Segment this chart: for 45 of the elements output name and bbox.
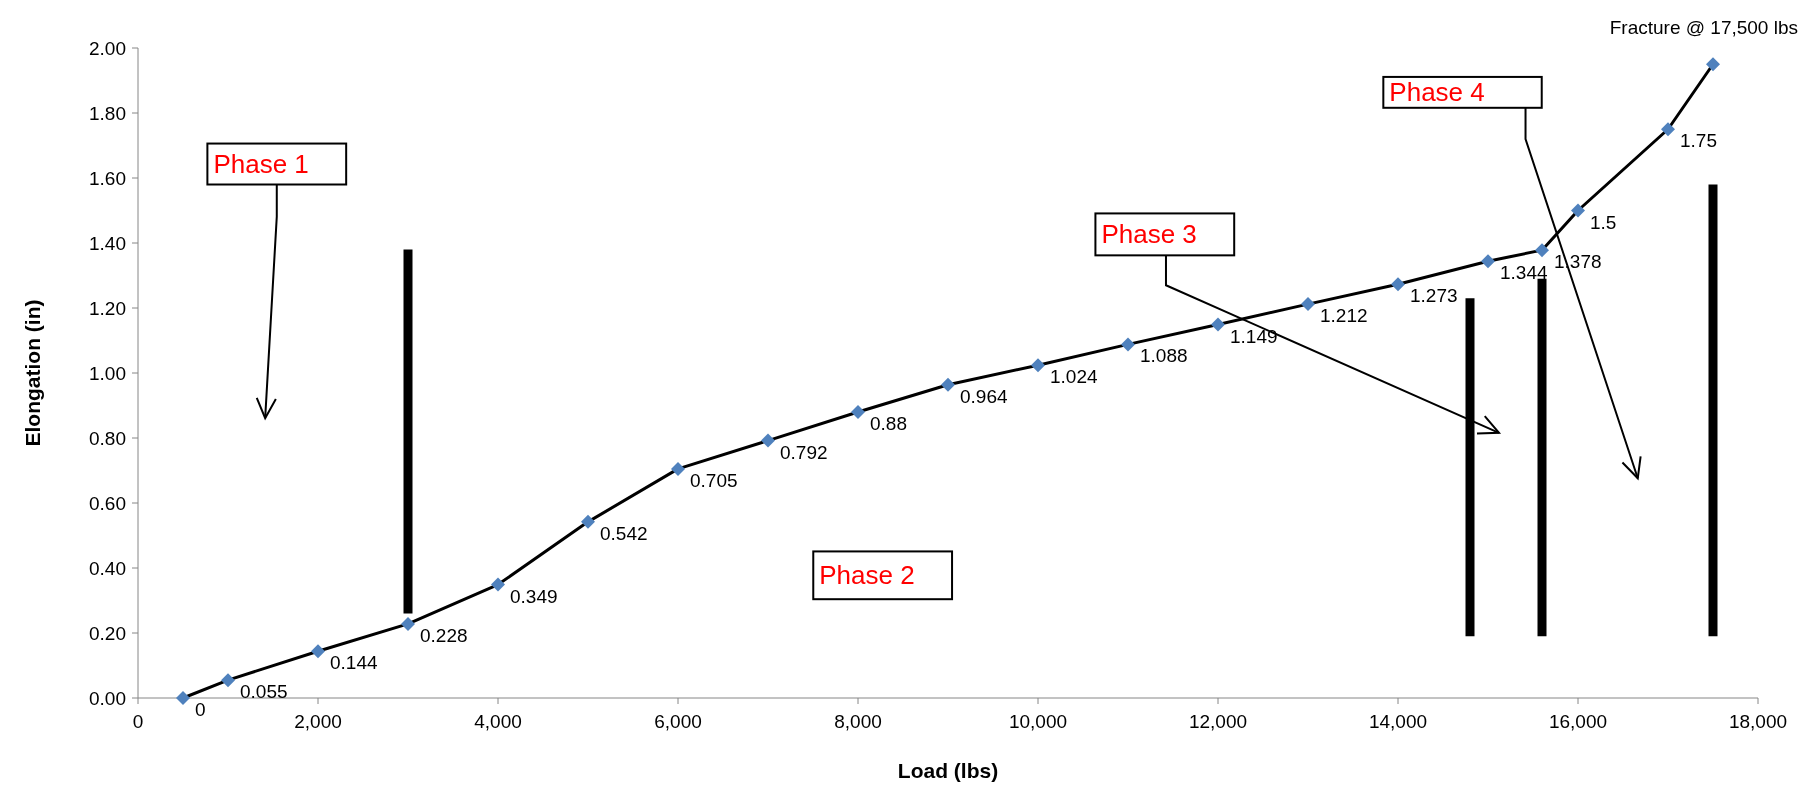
y-tick-label: 1.60 [89, 167, 126, 189]
y-tick-label: 1.20 [89, 297, 126, 319]
data-label: 1.149 [1230, 325, 1278, 347]
x-tick-label: 14,000 [1368, 711, 1428, 732]
y-tick-label: 0.40 [89, 557, 126, 579]
y-tick-label: 1.80 [89, 102, 126, 124]
x-tick-label: 6,000 [654, 711, 702, 732]
data-label: 0.228 [420, 624, 468, 646]
y-tick-label: 0.20 [89, 622, 126, 644]
data-label: 0.964 [960, 385, 1008, 407]
data-label: 0.055 [240, 681, 288, 703]
text: Fracture @ 17,500 lbs [1609, 17, 1798, 38]
y-tick-label: 2.00 [89, 37, 126, 59]
y-axis-title: Elongation (in) [21, 299, 44, 447]
x-tick-label: 12,000 [1188, 711, 1248, 732]
x-tick-label: 2,000 [294, 711, 342, 732]
annotation: Phase 1 [213, 149, 309, 180]
x-axis-title: Load (lbs) [897, 759, 999, 782]
data-label: 1.75 [1680, 130, 1717, 152]
data-label: 0.349 [510, 585, 558, 607]
data-label: 1.5 [1590, 211, 1617, 233]
data-label: 1.024 [1050, 366, 1098, 388]
data-label: 1.212 [1320, 305, 1368, 327]
annotation: Phase 2 [819, 560, 915, 591]
data-label: 0.88 [870, 413, 907, 434]
x-tick-label: 16,000 [1548, 711, 1608, 732]
y-tick-label: 1.40 [89, 232, 126, 254]
x-tick-label: 0 [132, 711, 144, 732]
x-tick-label: 18,000 [1728, 711, 1788, 732]
y-tick-label: 0.80 [89, 427, 126, 449]
x-tick-label: 8,000 [834, 711, 882, 732]
data-label: 0.542 [600, 522, 648, 544]
y-tick-label: 0.60 [89, 492, 126, 514]
y-tick-label: 1.00 [89, 362, 126, 384]
data-label: 0.792 [780, 441, 828, 463]
annotation: Phase 3 [1101, 219, 1197, 250]
x-tick-label: 10,000 [1008, 711, 1068, 732]
y-tick-label: 0.00 [89, 687, 126, 709]
x-tick-label: 4,000 [474, 711, 522, 732]
data-label: 1.088 [1140, 345, 1188, 367]
data-label: 1.273 [1410, 285, 1458, 307]
data-label: 1.344 [1500, 262, 1548, 284]
data-label: 0.705 [690, 469, 738, 491]
data-label: 0.144 [330, 652, 378, 674]
annotation: Phase 4 [1389, 77, 1485, 108]
